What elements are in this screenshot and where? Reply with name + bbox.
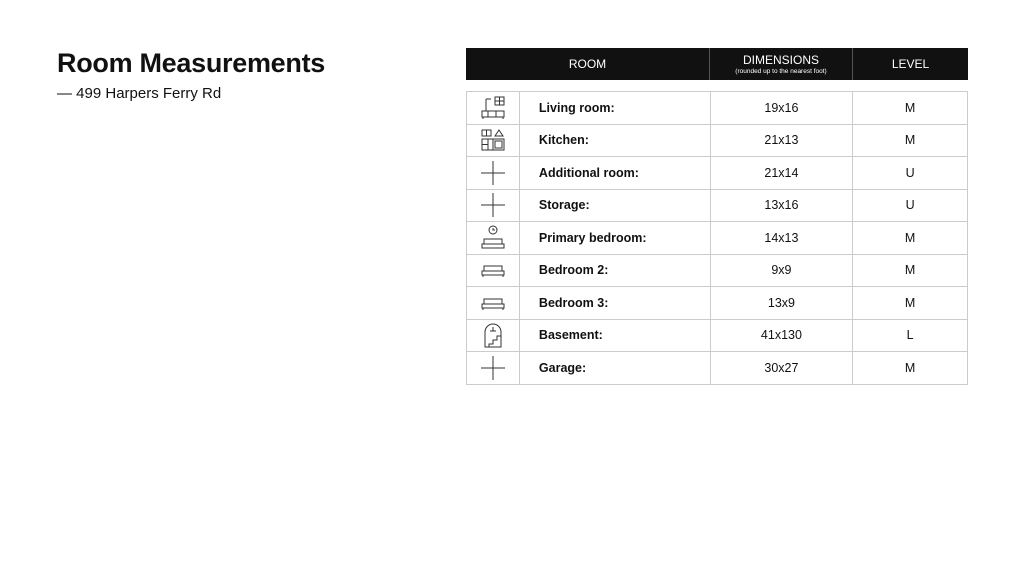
room-level: U xyxy=(852,156,968,190)
room-level: M xyxy=(852,221,968,255)
room-level: M xyxy=(852,351,968,385)
room-dimensions: 9x9 xyxy=(709,253,854,287)
table-row: Primary bedroom: 14x13 M xyxy=(466,221,968,255)
table-row: Storage: 13x16 U xyxy=(466,188,968,222)
plus-icon xyxy=(466,156,520,190)
room-name: Primary bedroom: xyxy=(518,221,711,255)
room-dimensions: 19x16 xyxy=(709,91,854,125)
table-row: Living room: 19x16 M xyxy=(466,91,968,125)
room-name: Bedroom 2: xyxy=(518,253,711,287)
table-row: Kitchen: 21x13 M xyxy=(466,123,968,157)
table-header: ROOM DIMENSIONS (rounded up to the neares… xyxy=(466,48,968,80)
bed-icon xyxy=(466,286,520,320)
page-title: Room Measurements xyxy=(57,48,325,78)
table-row: Bedroom 2: 9x9 M xyxy=(466,253,968,287)
header-level: LEVEL xyxy=(853,48,968,80)
bed-icon xyxy=(466,253,520,287)
room-level: M xyxy=(852,91,968,125)
header-dimensions-note: (rounded up to the nearest foot) xyxy=(735,68,827,75)
header-room: ROOM xyxy=(466,48,710,80)
room-name: Living room: xyxy=(518,91,711,125)
table-row: Basement: 41x130 L xyxy=(466,318,968,352)
header-level-label: LEVEL xyxy=(891,57,930,71)
room-level: L xyxy=(852,318,968,352)
table-row: Garage: 30x27 M xyxy=(466,351,968,385)
room-dimensions: 21x13 xyxy=(709,123,854,157)
kitchen-icon xyxy=(466,123,520,157)
room-name: Additional room: xyxy=(518,156,711,190)
table-row: Bedroom 3: 13x9 M xyxy=(466,286,968,320)
address-subtitle: — 499 Harpers Ferry Rd xyxy=(57,85,222,102)
room-name: Storage: xyxy=(518,188,711,222)
header-room-label: ROOM xyxy=(568,57,607,71)
table-row: Additional room: 21x14 U xyxy=(466,156,968,190)
plus-icon xyxy=(466,188,520,222)
room-name: Kitchen: xyxy=(518,123,711,157)
room-dimensions: 41x130 xyxy=(709,318,854,352)
room-dimensions: 30x27 xyxy=(709,351,854,385)
room-table: Living room: 19x16 M Kitchen: 21x13 M Ad… xyxy=(466,91,968,385)
room-level: U xyxy=(852,188,968,222)
room-dimensions: 13x16 xyxy=(709,188,854,222)
primary-bedroom-icon xyxy=(466,221,520,255)
header-dimensions: DIMENSIONS (rounded up to the nearest foo… xyxy=(710,48,853,80)
room-dimensions: 13x9 xyxy=(709,286,854,320)
basement-icon xyxy=(466,318,520,352)
room-name: Basement: xyxy=(518,318,711,352)
header-dimensions-label: DIMENSIONS xyxy=(742,53,819,67)
room-dimensions: 21x14 xyxy=(709,156,854,190)
room-dimensions: 14x13 xyxy=(709,221,854,255)
plus-icon xyxy=(466,351,520,385)
room-level: M xyxy=(852,253,968,287)
room-level: M xyxy=(852,286,968,320)
room-level: M xyxy=(852,123,968,157)
room-name: Bedroom 3: xyxy=(518,286,711,320)
living-room-icon xyxy=(466,91,520,125)
room-name: Garage: xyxy=(518,351,711,385)
